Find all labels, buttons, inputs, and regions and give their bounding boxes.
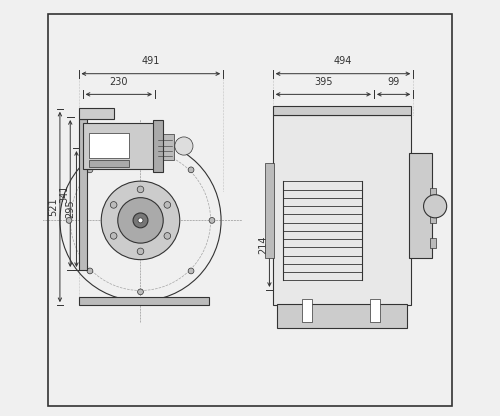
- Circle shape: [66, 218, 72, 223]
- Circle shape: [188, 167, 194, 173]
- Circle shape: [101, 181, 180, 260]
- Circle shape: [164, 202, 170, 208]
- Bar: [78, 297, 208, 305]
- Circle shape: [138, 146, 143, 152]
- Text: 230: 230: [110, 77, 128, 87]
- Text: 214: 214: [258, 235, 268, 254]
- Bar: [302, 299, 312, 322]
- Bar: [409, 153, 432, 258]
- Text: 494: 494: [334, 56, 352, 66]
- Circle shape: [110, 202, 117, 208]
- Bar: [82, 123, 155, 169]
- Text: 521: 521: [48, 198, 58, 216]
- Bar: [153, 120, 163, 172]
- Circle shape: [137, 186, 144, 193]
- Circle shape: [133, 213, 148, 228]
- Bar: [266, 163, 274, 258]
- Bar: [277, 304, 407, 328]
- Circle shape: [87, 167, 93, 173]
- Circle shape: [110, 233, 117, 239]
- Text: 491: 491: [142, 56, 160, 66]
- Text: 295: 295: [66, 200, 76, 218]
- Text: 99: 99: [388, 77, 400, 87]
- Bar: [272, 106, 411, 115]
- Circle shape: [118, 198, 163, 243]
- Bar: [89, 160, 128, 167]
- Text: 341: 341: [60, 184, 70, 203]
- Circle shape: [175, 137, 193, 155]
- Circle shape: [188, 268, 194, 274]
- Bar: [157, 134, 174, 161]
- Circle shape: [209, 218, 215, 223]
- Circle shape: [137, 248, 144, 255]
- Bar: [430, 188, 436, 199]
- Bar: [78, 119, 87, 270]
- Circle shape: [87, 268, 93, 274]
- Bar: [370, 299, 380, 322]
- Circle shape: [138, 218, 143, 223]
- Bar: [78, 108, 114, 119]
- Circle shape: [164, 233, 170, 239]
- Circle shape: [424, 195, 446, 218]
- Bar: [89, 134, 128, 158]
- Bar: [272, 115, 411, 305]
- Bar: [430, 238, 436, 248]
- Circle shape: [138, 289, 143, 295]
- Bar: [430, 213, 436, 223]
- Text: 395: 395: [314, 77, 332, 87]
